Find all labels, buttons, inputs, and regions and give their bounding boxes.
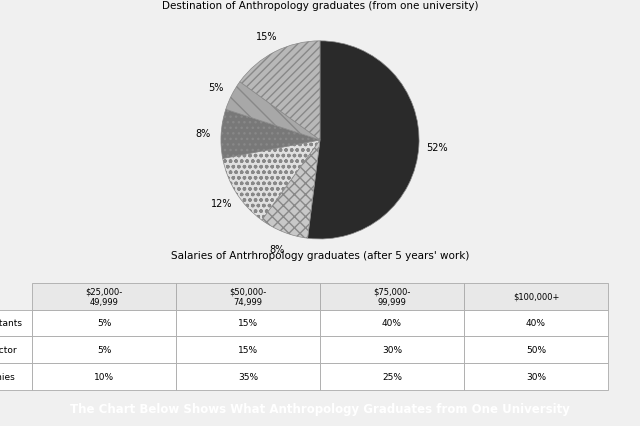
Text: The Chart Below Shows What Anthropology Graduates from One University: The Chart Below Shows What Anthropology … <box>70 402 570 415</box>
Text: 5%: 5% <box>208 83 223 92</box>
Text: 12%: 12% <box>211 198 232 208</box>
Title: Salaries of Antrhropology graduates (after 5 years' work): Salaries of Antrhropology graduates (aft… <box>171 250 469 261</box>
Text: 15%: 15% <box>256 32 278 42</box>
Text: 52%: 52% <box>426 143 447 153</box>
Wedge shape <box>223 141 320 221</box>
Wedge shape <box>221 110 320 159</box>
Text: 8%: 8% <box>196 128 211 138</box>
Text: 8%: 8% <box>269 244 285 254</box>
Title: Destination of Anthropology graduates (from one university): Destination of Anthropology graduates (f… <box>162 1 478 11</box>
Wedge shape <box>240 42 320 141</box>
Wedge shape <box>308 42 419 239</box>
Legend: Full-time work, Part-time work, Part-time work + postgrad study, Full-time postg: Full-time work, Part-time work, Part-tim… <box>172 287 468 314</box>
Wedge shape <box>262 141 320 239</box>
Wedge shape <box>226 83 320 141</box>
